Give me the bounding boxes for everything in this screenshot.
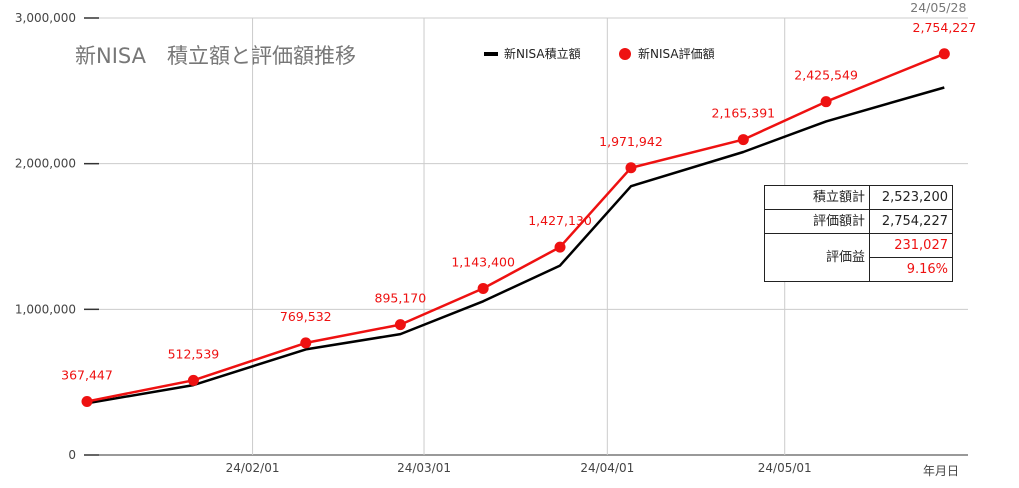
data-point	[820, 96, 832, 108]
data-label: 895,170	[375, 291, 427, 306]
x-tick-label: 24/02/01	[226, 461, 280, 475]
summary-accumulated-value: 2,523,200	[869, 185, 953, 210]
y-tick-label: 0	[68, 448, 76, 462]
series-line	[86, 86, 945, 405]
summary-row-valuation: 評価額計 2,754,227	[764, 209, 953, 234]
chart-title: 新NISA 積立額と評価額推移	[75, 44, 356, 68]
y-tick-label: 2,000,000	[15, 157, 76, 171]
data-point	[938, 48, 950, 60]
summary-gain-value: 231,027	[869, 233, 953, 258]
y-tick-label: 3,000,000	[15, 11, 76, 25]
data-point	[477, 282, 489, 294]
data-point	[737, 134, 749, 146]
data-label: 367,447	[61, 367, 113, 382]
summary-row-gain-pct: 9.16%	[765, 257, 953, 282]
data-label: 1,971,942	[599, 134, 663, 149]
data-label: 769,532	[280, 309, 332, 324]
y-tick-label: 1,000,000	[15, 302, 76, 316]
last-date-label: 24/05/28	[910, 0, 966, 15]
summary-row-accumulated: 積立額計 2,523,200	[764, 185, 953, 210]
summary-accumulated-label: 積立額計	[764, 185, 870, 210]
data-point	[81, 395, 93, 407]
data-label: 2,425,549	[794, 68, 858, 83]
data-label: 1,143,400	[451, 254, 515, 269]
data-label: 2,165,391	[712, 106, 776, 121]
summary-valuation-label: 評価額計	[764, 209, 870, 234]
summary-table: 積立額計 2,523,200 評価額計 2,754,227 評価益 231,02…	[764, 185, 953, 282]
summary-gain-pct: 9.16%	[869, 257, 953, 282]
legend-label: 新NISA積立額	[504, 46, 581, 61]
x-tick-label: 24/03/01	[397, 461, 451, 475]
x-tick-label: 24/05/01	[758, 461, 812, 475]
data-label: 1,427,130	[528, 213, 592, 228]
data-label: 512,539	[168, 346, 220, 361]
summary-valuation-value: 2,754,227	[869, 209, 953, 234]
data-point	[187, 374, 199, 386]
data-point	[625, 162, 637, 174]
legend-label: 新NISA評価額	[638, 46, 715, 61]
data-point	[300, 337, 312, 349]
legend-swatch	[619, 48, 631, 60]
data-label: 2,754,227	[913, 20, 977, 35]
summary-row-gain: 評価益 231,027	[764, 233, 953, 282]
series-line	[86, 52, 945, 403]
x-axis-title: 年月日	[923, 464, 959, 478]
data-point	[554, 241, 566, 253]
summary-gain-label: 評価益	[764, 233, 870, 282]
x-tick-label: 24/04/01	[580, 461, 634, 475]
data-point	[394, 319, 406, 331]
